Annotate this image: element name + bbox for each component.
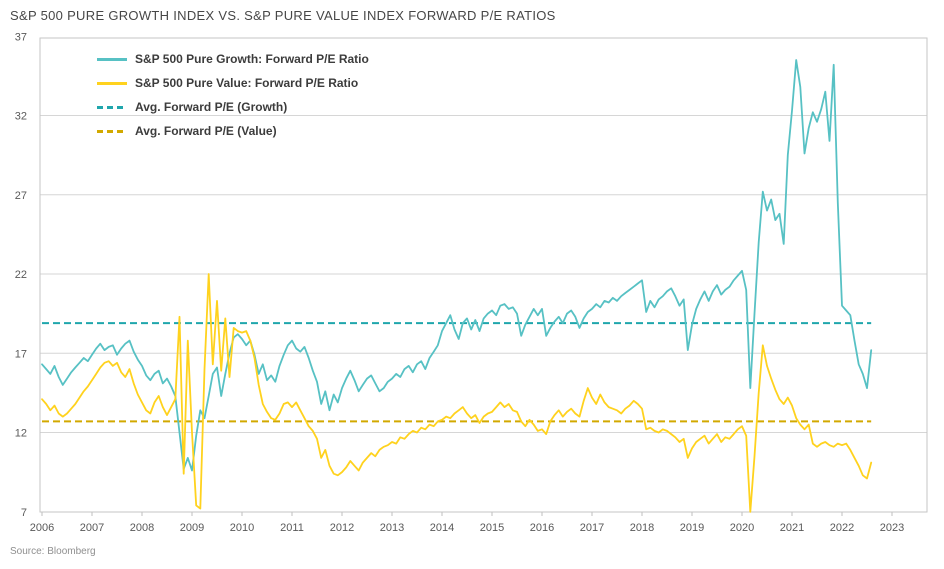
value-line-swatch [97,82,127,85]
svg-text:2022: 2022 [830,522,854,534]
svg-text:2007: 2007 [80,522,104,534]
svg-text:2019: 2019 [680,522,704,534]
svg-text:2018: 2018 [630,522,654,534]
avg-value-line-swatch [97,130,127,133]
legend-label-value: S&P 500 Pure Value: Forward P/E Ratio [135,76,359,90]
chart-title: S&P 500 PURE GROWTH INDEX VS. S&P PURE V… [10,8,556,23]
svg-text:2015: 2015 [480,522,504,534]
svg-text:2009: 2009 [180,522,204,534]
svg-text:37: 37 [15,31,27,43]
legend-row-avg-growth: Avg. Forward P/E (Growth) [97,101,369,114]
legend-row-avg-value: Avg. Forward P/E (Value) [97,125,369,138]
svg-text:12: 12 [15,428,27,440]
svg-text:2006: 2006 [30,522,54,534]
svg-text:17: 17 [15,348,27,360]
legend-label-growth: S&P 500 Pure Growth: Forward P/E Ratio [135,52,369,66]
legend-row-value: S&P 500 Pure Value: Forward P/E Ratio [97,77,369,90]
svg-text:2011: 2011 [280,522,304,534]
svg-text:2023: 2023 [880,522,904,534]
svg-text:2020: 2020 [730,522,754,534]
legend-label-avg-value: Avg. Forward P/E (Value) [135,124,277,138]
svg-text:27: 27 [15,190,27,202]
chart-legend: S&P 500 Pure Growth: Forward P/E Ratio S… [97,53,369,138]
svg-text:2012: 2012 [330,522,354,534]
svg-text:32: 32 [15,111,27,123]
legend-label-avg-growth: Avg. Forward P/E (Growth) [135,100,288,114]
svg-text:2008: 2008 [130,522,154,534]
svg-text:7: 7 [21,507,27,519]
svg-text:2010: 2010 [230,522,254,534]
legend-row-growth: S&P 500 Pure Growth: Forward P/E Ratio [97,53,369,66]
avg-growth-line-swatch [97,106,127,109]
svg-text:2013: 2013 [380,522,404,534]
svg-text:2014: 2014 [430,522,454,534]
svg-text:2021: 2021 [780,522,804,534]
svg-text:22: 22 [15,269,27,281]
svg-text:2017: 2017 [580,522,604,534]
svg-text:2016: 2016 [530,522,554,534]
source-note: Source: Bloomberg [10,546,96,557]
growth-line-swatch [97,58,127,61]
